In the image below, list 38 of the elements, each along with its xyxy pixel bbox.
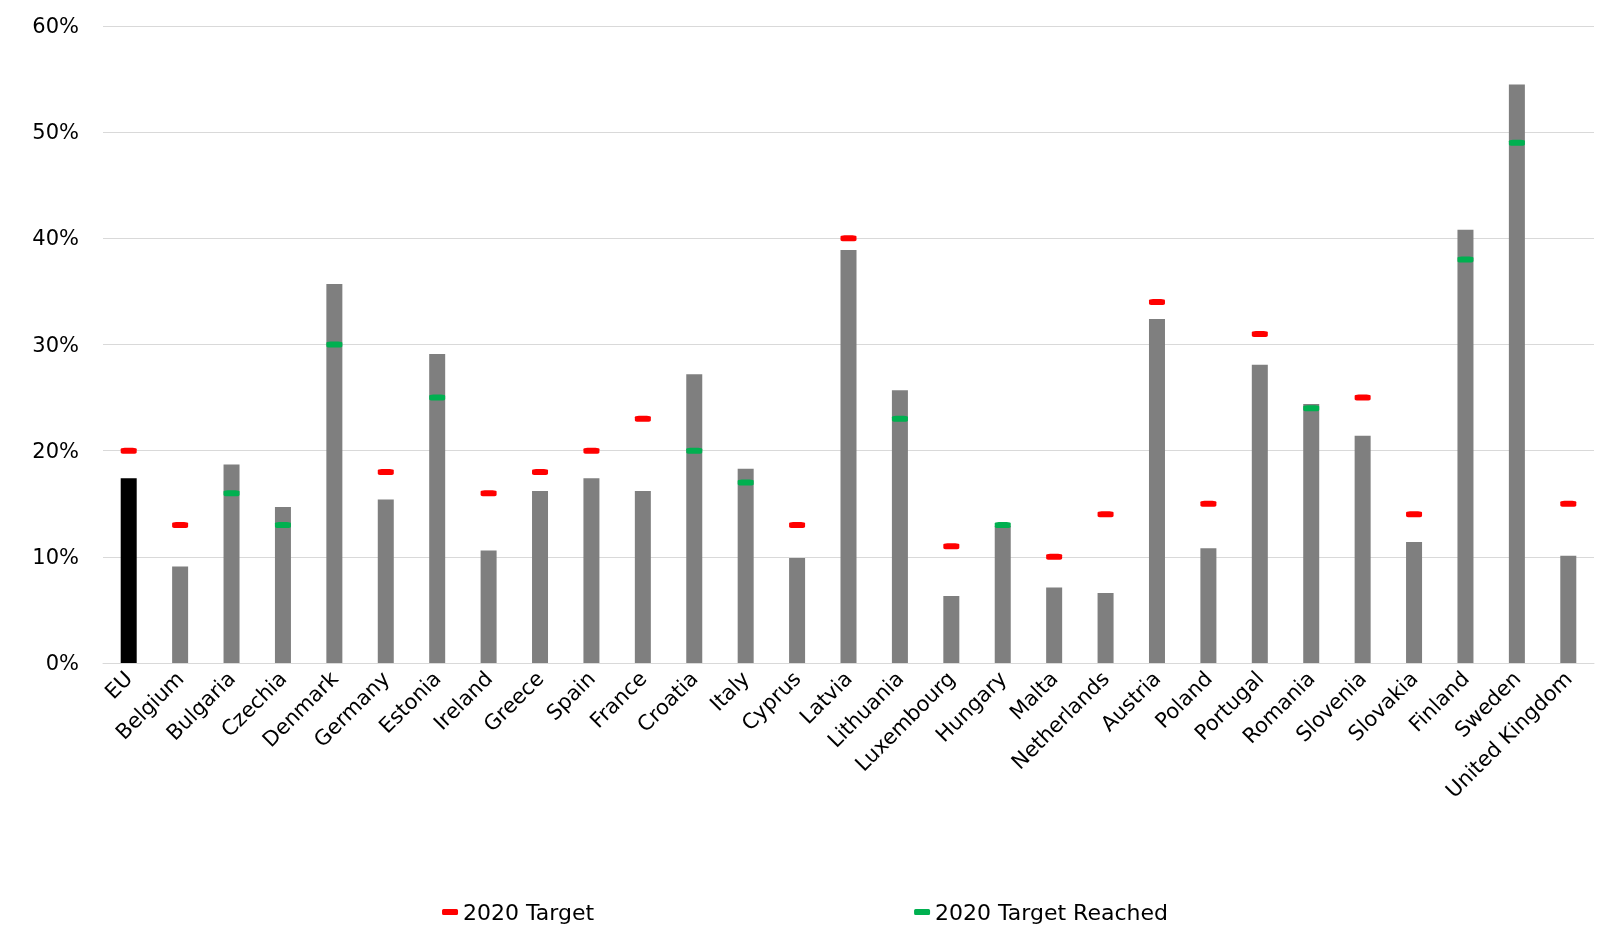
bar [1148, 319, 1165, 663]
y-tick-label: 40% [32, 226, 79, 251]
bar [840, 250, 857, 663]
bar [1251, 364, 1268, 663]
y-tick-label: 30% [32, 332, 79, 357]
bar [223, 464, 240, 663]
bar [891, 390, 908, 663]
bar [1303, 403, 1320, 663]
y-tick-label: 60% [32, 14, 79, 38]
bar [1406, 541, 1423, 663]
legend-label: 2020 Target [463, 899, 595, 925]
bar [274, 506, 291, 663]
bar [1354, 435, 1371, 663]
bar [686, 374, 703, 663]
bar [1200, 548, 1217, 663]
bar [583, 478, 600, 663]
bar [737, 468, 754, 663]
bar [1560, 555, 1577, 663]
bar [1097, 592, 1114, 663]
bar [994, 526, 1011, 663]
bar [377, 499, 394, 663]
bar [1508, 84, 1525, 663]
y-tick-label: 0% [45, 651, 79, 675]
bar [326, 283, 343, 663]
y-tick-label: 20% [32, 438, 79, 463]
bar [120, 478, 137, 663]
bar [1046, 587, 1063, 663]
bar [789, 557, 806, 663]
bar [634, 491, 651, 663]
y-tick-label: 50% [32, 120, 79, 145]
bar [429, 354, 446, 663]
bar [1457, 229, 1474, 663]
bar [172, 566, 189, 663]
y-tick-label: 10% [32, 544, 79, 569]
legend-label: 2020 Target Reached [935, 899, 1168, 925]
bar [943, 596, 960, 663]
bar [532, 491, 549, 663]
bar [480, 550, 497, 663]
